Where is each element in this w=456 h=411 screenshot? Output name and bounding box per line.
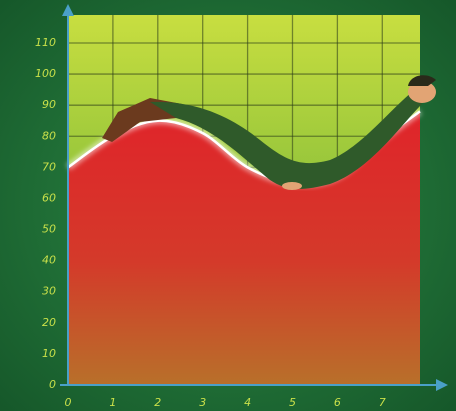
x-tick-label: 5 [289,396,296,409]
y-tick-label: 0 [49,378,56,391]
y-tick-label: 70 [42,160,56,173]
x-tick-label: 0 [65,396,72,409]
x-tick-label: 7 [379,396,386,409]
x-axis-arrow [436,379,448,391]
y-tick-label: 50 [42,223,56,236]
y-tick-label: 40 [42,254,56,267]
y-tick-label: 10 [42,347,56,360]
y-tick-label: 90 [42,98,56,111]
x-tick-label: 2 [154,396,161,409]
y-tick-label: 80 [42,129,56,142]
figure-head [408,81,436,103]
y-tick-label: 30 [42,285,56,298]
axes [60,4,448,391]
figure-hair [408,75,436,86]
figure-hand [282,182,302,190]
y-tick-label: 60 [42,191,56,204]
x-tick-label: 3 [199,396,206,409]
figure [102,75,436,190]
x-tick-label: 1 [109,396,116,409]
y-tick-label: 110 [35,36,56,49]
y-axis-arrow [62,4,74,16]
x-tick-label: 4 [244,396,251,409]
x-tick-label: 6 [334,396,341,409]
y-tick-label: 20 [42,316,56,329]
y-tick-label: 100 [35,67,56,80]
figure-body [150,92,422,189]
